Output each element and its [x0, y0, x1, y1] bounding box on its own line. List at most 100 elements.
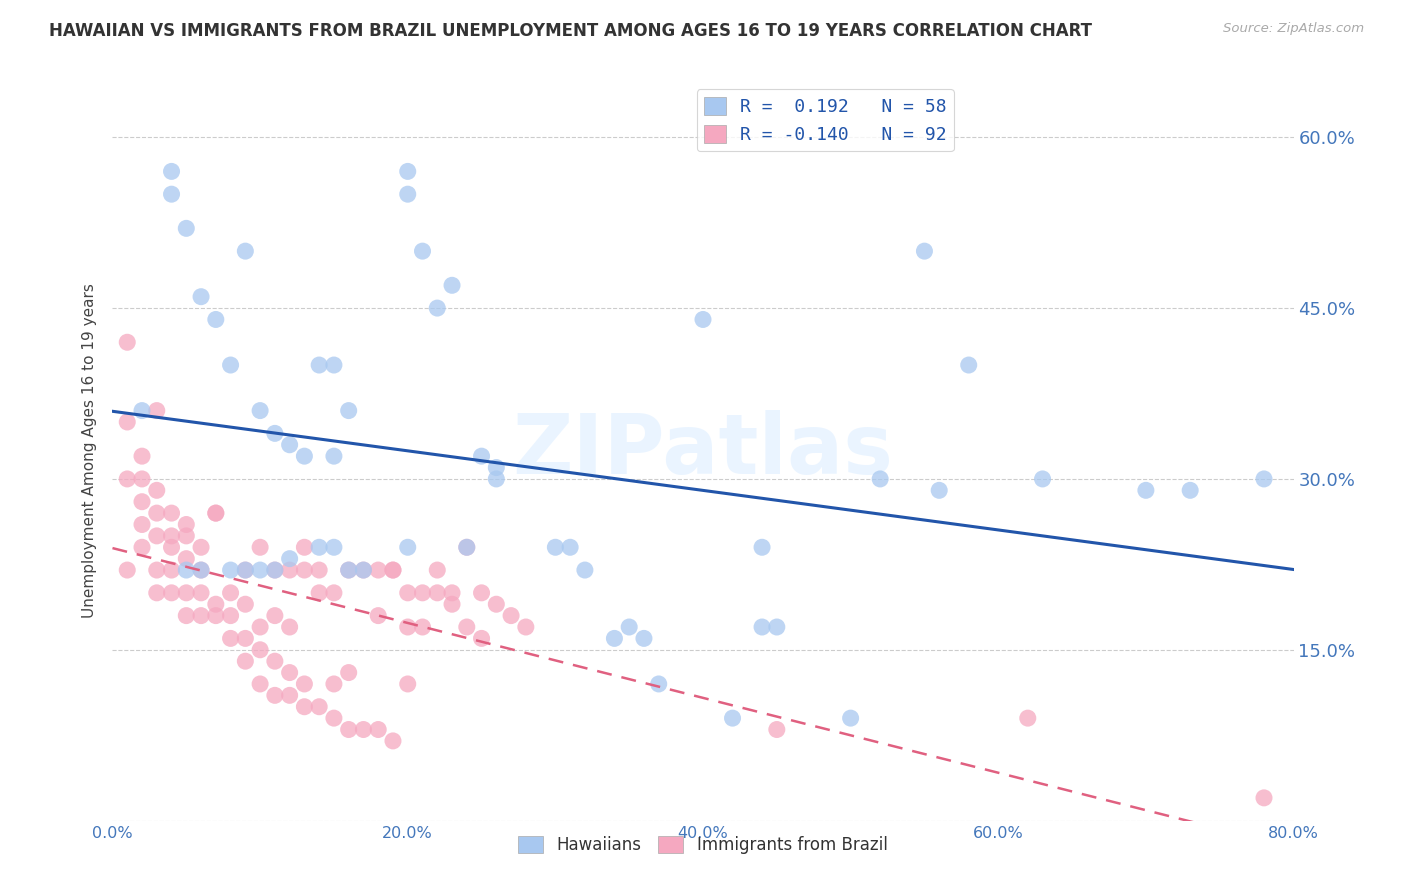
Point — [766, 620, 789, 634]
Point — [117, 563, 138, 577]
Point — [515, 620, 537, 634]
Point — [396, 677, 419, 691]
Point — [426, 563, 449, 577]
Point — [308, 541, 330, 555]
Point — [426, 301, 449, 315]
Point — [382, 563, 405, 577]
Point — [249, 541, 271, 555]
Point — [219, 632, 242, 646]
Point — [292, 699, 315, 714]
Point — [174, 551, 197, 566]
Point — [146, 403, 169, 417]
Point — [264, 426, 287, 441]
Point — [411, 620, 433, 634]
Point — [396, 586, 419, 600]
Point — [233, 563, 256, 577]
Point — [367, 723, 389, 737]
Point — [278, 551, 301, 566]
Point — [146, 563, 169, 577]
Point — [914, 244, 936, 259]
Point — [308, 563, 330, 577]
Point — [352, 723, 374, 737]
Point — [249, 677, 271, 691]
Point — [264, 608, 287, 623]
Point — [352, 563, 374, 577]
Point — [1032, 472, 1054, 486]
Point — [470, 586, 494, 600]
Point — [1253, 472, 1275, 486]
Point — [146, 506, 169, 520]
Point — [146, 529, 169, 543]
Point — [485, 460, 508, 475]
Point — [869, 472, 891, 486]
Point — [205, 506, 228, 520]
Point — [264, 689, 287, 703]
Point — [396, 187, 419, 202]
Point — [278, 689, 301, 703]
Point — [1017, 711, 1039, 725]
Point — [441, 278, 464, 293]
Point — [190, 608, 212, 623]
Point — [117, 415, 138, 429]
Point — [337, 723, 360, 737]
Point — [692, 312, 714, 326]
Point — [470, 449, 494, 463]
Point — [174, 221, 197, 235]
Point — [1253, 790, 1275, 805]
Point — [131, 494, 153, 508]
Point — [160, 164, 183, 178]
Point — [485, 597, 508, 611]
Point — [131, 449, 153, 463]
Point — [411, 586, 433, 600]
Point — [1135, 483, 1157, 498]
Point — [160, 529, 183, 543]
Point — [456, 541, 478, 555]
Point — [233, 632, 256, 646]
Point — [190, 290, 212, 304]
Point — [337, 563, 360, 577]
Point — [396, 620, 419, 634]
Point — [839, 711, 862, 725]
Point — [264, 563, 287, 577]
Point — [382, 734, 405, 748]
Point — [308, 699, 330, 714]
Point — [485, 472, 508, 486]
Point — [219, 358, 242, 372]
Point — [323, 358, 346, 372]
Point — [219, 563, 242, 577]
Point — [396, 164, 419, 178]
Point — [264, 654, 287, 668]
Point — [337, 403, 360, 417]
Point — [278, 438, 301, 452]
Point — [501, 608, 523, 623]
Point — [441, 597, 464, 611]
Point — [558, 541, 582, 555]
Point — [721, 711, 744, 725]
Point — [174, 563, 197, 577]
Point — [233, 654, 256, 668]
Point — [367, 608, 389, 623]
Point — [190, 541, 212, 555]
Point — [323, 677, 346, 691]
Point — [190, 563, 212, 577]
Point — [928, 483, 950, 498]
Point — [603, 632, 626, 646]
Point — [544, 541, 567, 555]
Point — [292, 563, 315, 577]
Point — [337, 563, 360, 577]
Point — [117, 335, 138, 350]
Point — [751, 541, 773, 555]
Point — [278, 620, 301, 634]
Point — [574, 563, 596, 577]
Point — [233, 244, 256, 259]
Point — [249, 642, 271, 657]
Point — [1178, 483, 1201, 498]
Point — [456, 620, 478, 634]
Point — [174, 608, 197, 623]
Point — [190, 586, 212, 600]
Point — [308, 358, 330, 372]
Point — [382, 563, 405, 577]
Point — [205, 312, 228, 326]
Point — [249, 563, 271, 577]
Point — [131, 517, 153, 532]
